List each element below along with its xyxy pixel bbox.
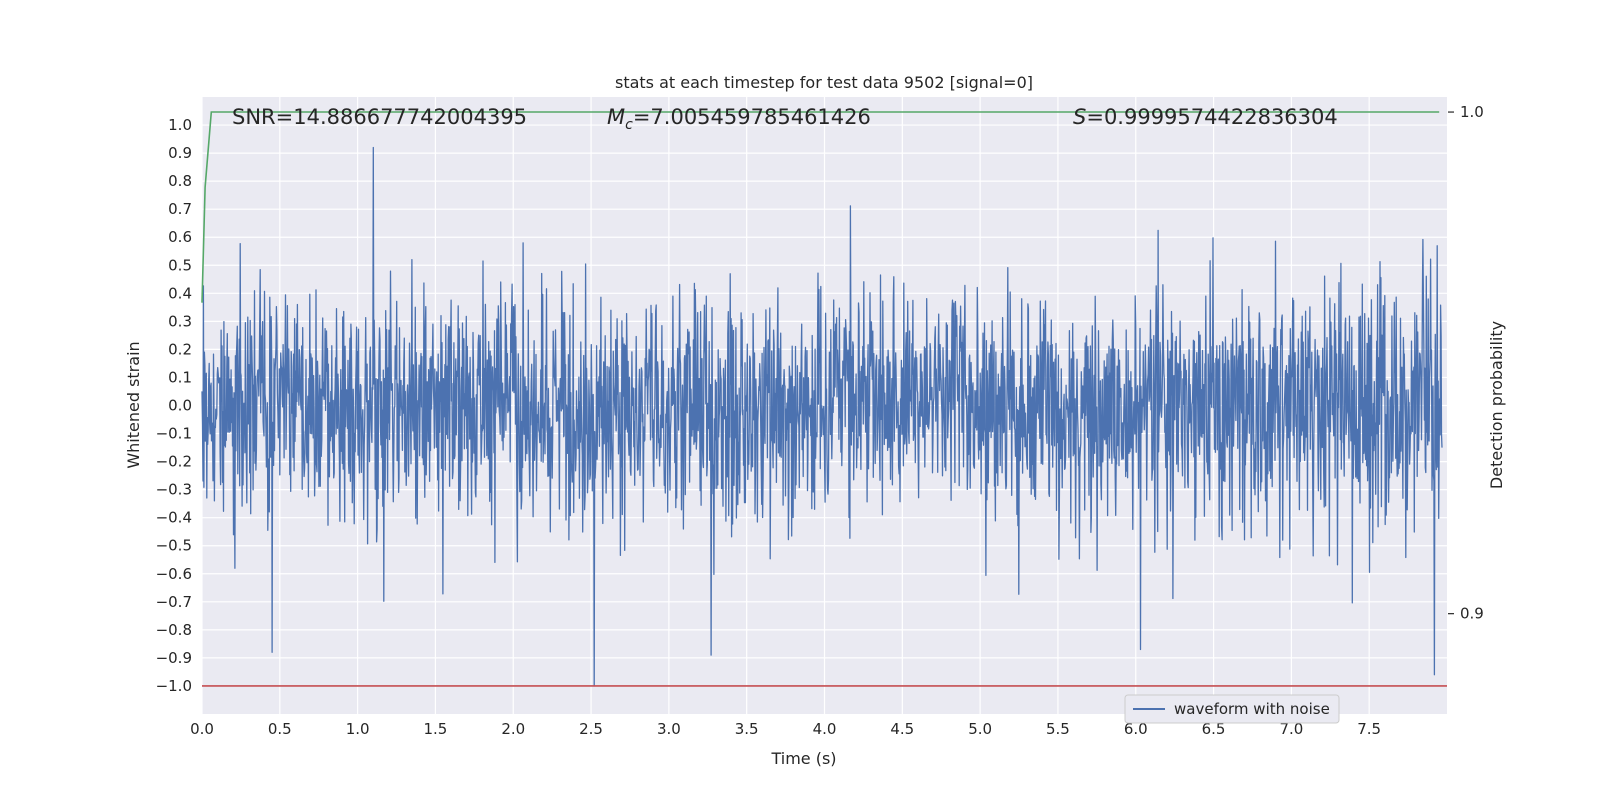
x-tick-label: 0.5 [268,720,292,738]
x-tick-label: 5.0 [968,720,992,738]
y-tick-label: −1.0 [156,677,192,695]
y-tick-label: 0.7 [168,200,192,218]
x-tick-label: 4.0 [813,720,837,738]
detection-statistic-annotation: S=0.9999574422836304 [1073,105,1338,129]
y-tick-label: 0.2 [168,340,192,358]
x-axis-title: Time (s) [770,749,836,768]
snr-annotation: SNR=14.886677742004395 [232,105,527,129]
y-axis-title: Whitened strain [124,341,143,468]
legend-frame [1124,694,1340,724]
y-tick-label: 0.4 [168,284,192,302]
x-tick-label: 4.5 [890,720,914,738]
axis-layer: 0.0 0.5 1.0 1.5 2.0 2.5 3.0 3.5 4.0 4.5 5.0 5.5 6.0 6… [156,103,1484,738]
y2-axis-title: Detection probability [1487,321,1506,489]
x-tick-label: 5.5 [1046,720,1070,738]
y2-tick-label: 0.9 [1460,605,1484,623]
y2-tick-label: 1.0 [1460,103,1484,121]
y-tick-label: −0.4 [156,509,192,527]
y-tick-label: −0.5 [156,537,192,555]
y-tick-label: 0.3 [168,312,192,330]
y-tick-label: −0.1 [156,425,192,443]
detection-probability-line [201,111,1440,303]
chirp-mass-annotation: Mc=7.005459785461426 [607,105,871,133]
x-tick-label: 7.0 [1279,720,1303,738]
x-tick-label: 6.0 [1124,720,1148,738]
y-tick-label: 0.6 [168,228,192,246]
x-tick-label: 3.0 [657,720,681,738]
y-tick-label: −0.7 [156,593,192,611]
detection-statistic-symbol: S [1073,105,1086,129]
x-tick-label: 7.5 [1357,720,1381,738]
chirp-mass-subscript: c [625,117,633,133]
chirp-mass-symbol: M [607,105,625,129]
x-tick-label: 2.5 [579,720,603,738]
y-tick-label: −0.6 [156,565,192,583]
y-tick-label: −0.3 [156,481,192,499]
y-tick-label: −0.9 [156,649,192,667]
chirp-mass-value: =7.005459785461426 [633,105,871,129]
y-tick-label: −0.2 [156,453,192,471]
chart-title: stats at each timestep for test data 950… [615,73,1033,92]
y-tick-label: 1.0 [168,116,192,134]
x-tick-label: 2.0 [501,720,525,738]
y-tick-label: −0.8 [156,621,192,639]
x-tick-label: 0.0 [190,720,214,738]
waveform-series-line [201,146,1443,687]
x-tick-label: 1.5 [424,720,448,738]
y-tick-label: 0.9 [168,144,192,162]
y-tick-label: 0.0 [168,397,192,415]
y-tick-label: 0.1 [168,368,192,386]
detection-statistic-value: =0.9999574422836304 [1086,105,1337,129]
x-tick-label: 6.5 [1202,720,1226,738]
legend-label-waveform: waveform with noise [1174,700,1330,718]
y-tick-label: 0.8 [168,172,192,190]
legend: waveform with noise [1124,694,1340,724]
x-tick-label: 3.5 [735,720,759,738]
series-layer [201,111,1447,687]
y-tick-label: 0.5 [168,256,192,274]
x-tick-label: 1.0 [346,720,370,738]
